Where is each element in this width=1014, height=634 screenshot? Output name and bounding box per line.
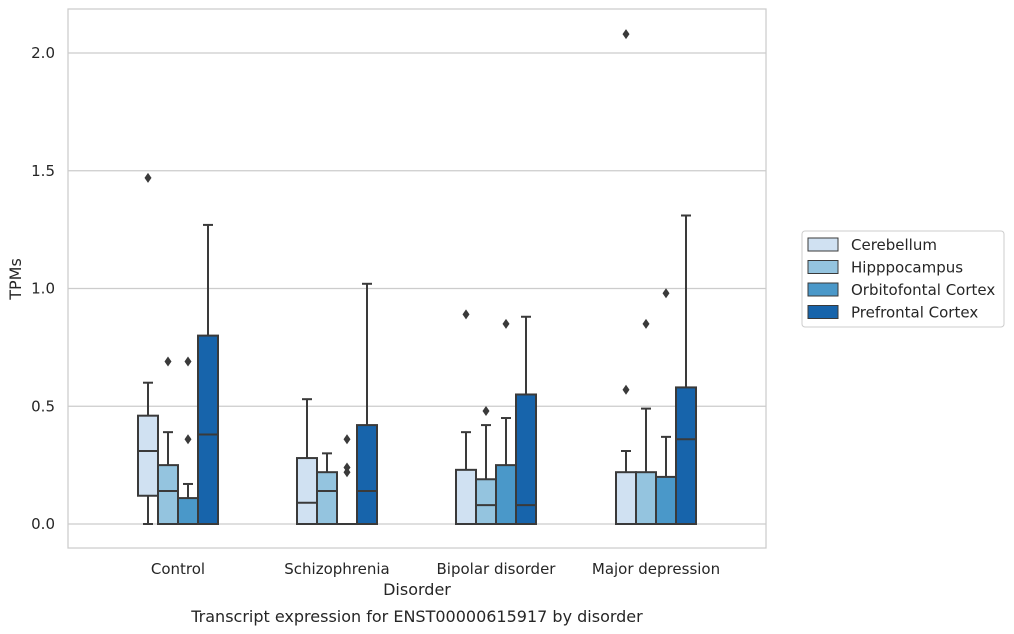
box-body bbox=[137, 414, 159, 497]
outlier-point bbox=[622, 29, 630, 40]
marks-layer bbox=[137, 29, 697, 526]
x-axis-ticks: Control Schizophrenia Bipolar disorder Majo… bbox=[151, 560, 720, 578]
y-axis-label: TPMs bbox=[6, 258, 25, 301]
y-tick-label: 1.0 bbox=[31, 280, 55, 298]
grid-layer bbox=[68, 52, 766, 525]
box-body bbox=[356, 424, 378, 525]
box-orbitofontal-cortex bbox=[655, 288, 677, 525]
legend-swatch bbox=[807, 282, 839, 297]
box-hipppocampus bbox=[475, 405, 497, 526]
x-tick-label: Major depression bbox=[592, 560, 720, 578]
box-cerebellum bbox=[296, 398, 318, 525]
box-body bbox=[296, 457, 318, 525]
legend-swatch bbox=[807, 305, 839, 319]
box-prefrontal-cortex bbox=[197, 223, 219, 525]
x-tick-label: Schizophrenia bbox=[284, 560, 389, 578]
box-cerebellum bbox=[137, 172, 159, 525]
box-body bbox=[177, 497, 199, 526]
box-body bbox=[615, 471, 637, 526]
box-hipppocampus bbox=[157, 356, 179, 525]
y-tick-label: 2.0 bbox=[31, 44, 55, 62]
outlier-point bbox=[462, 309, 470, 320]
y-tick-label: 0.5 bbox=[31, 397, 55, 415]
outlier-point bbox=[482, 405, 490, 416]
box-body bbox=[655, 475, 677, 525]
y-tick-label: 0.0 bbox=[31, 515, 55, 533]
legend: Cerebellum Hipppocampus Orbitofontal Corte… bbox=[801, 230, 1005, 328]
outlier-point bbox=[343, 434, 351, 445]
legend-label: Prefrontal Cortex bbox=[851, 304, 978, 322]
outlier-point bbox=[343, 462, 351, 473]
box-body bbox=[515, 393, 537, 525]
legend-label: Cerebellum bbox=[851, 236, 937, 254]
box-prefrontal-cortex bbox=[675, 214, 697, 525]
box-prefrontal-cortex bbox=[515, 315, 537, 525]
box-body bbox=[197, 334, 219, 525]
box-body bbox=[675, 386, 697, 525]
box-prefrontal-cortex bbox=[356, 282, 378, 525]
legend-label: Orbitofontal Cortex bbox=[851, 281, 995, 299]
legend-label: Hipppocampus bbox=[851, 259, 963, 277]
box-hipppocampus bbox=[635, 318, 657, 526]
legend-frame bbox=[801, 230, 1005, 328]
x-tick-label: Control bbox=[151, 560, 205, 578]
x-axis-label: Disorder bbox=[383, 580, 451, 599]
y-tick-label: 1.5 bbox=[31, 162, 55, 180]
y-axis-ticks: 0.0 0.5 1.0 1.5 2.0 bbox=[31, 44, 55, 533]
x-tick-label: Bipolar disorder bbox=[437, 560, 557, 578]
box-cerebellum bbox=[615, 29, 637, 526]
legend-swatch bbox=[807, 260, 839, 274]
box-body bbox=[495, 464, 517, 525]
outlier-point bbox=[164, 356, 172, 367]
box-cerebellum bbox=[455, 309, 477, 525]
outlier-point bbox=[184, 356, 192, 367]
chart-caption: Transcript expression for ENST0000061591… bbox=[190, 607, 643, 626]
outlier-point bbox=[502, 318, 510, 329]
legend-swatch bbox=[807, 237, 839, 252]
outlier-point bbox=[144, 172, 152, 183]
box-orbitofontal-cortex bbox=[495, 318, 517, 525]
outlier-point bbox=[622, 384, 630, 395]
outlier-point bbox=[662, 288, 670, 299]
box-orbitofontal-cortex bbox=[336, 434, 358, 526]
box-hipppocampus bbox=[316, 452, 338, 526]
box-orbitofontal-cortex bbox=[177, 356, 199, 526]
box-body bbox=[316, 471, 338, 526]
box-body bbox=[157, 464, 179, 525]
outlier-point bbox=[642, 318, 650, 329]
box-body bbox=[475, 478, 497, 526]
outlier-point bbox=[184, 434, 192, 445]
plot-area-frame bbox=[67, 8, 767, 549]
box-body bbox=[635, 471, 657, 526]
box-body bbox=[455, 468, 477, 525]
